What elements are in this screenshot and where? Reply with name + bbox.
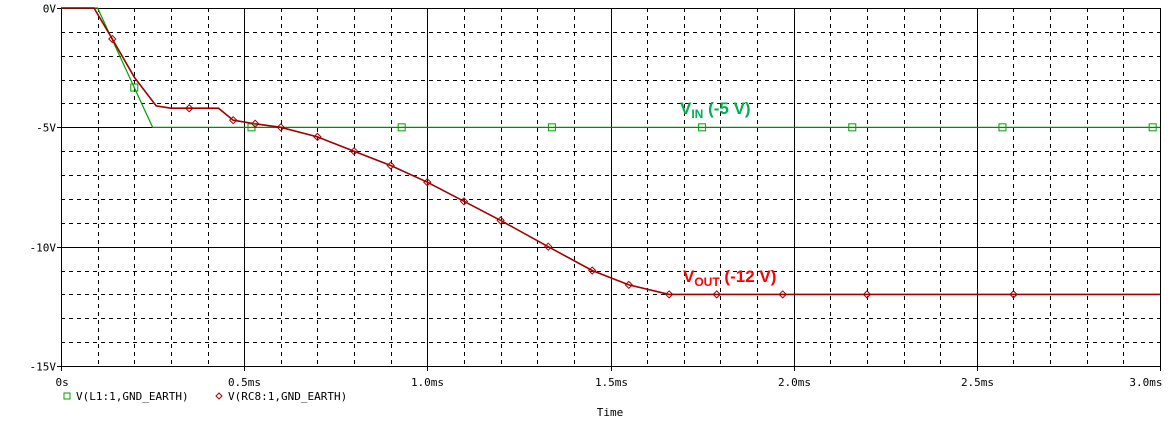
- diamond-marker: [423, 178, 432, 187]
- series-lines: [61, 7, 1160, 296]
- square-marker: [848, 123, 857, 132]
- legend-square-icon: [63, 392, 71, 400]
- x-tick-label: 3.0ms: [1129, 376, 1162, 389]
- axes: 0V -5V -10V -15V 0s 0.5ms 1.0ms 1.5ms 2.0ms 2.5ms…: [30, 3, 1163, 390]
- diamond-marker: [276, 123, 286, 132]
- y-tick-label: -15V: [30, 361, 57, 374]
- x-tick-label: 1.0ms: [411, 376, 444, 389]
- diamond-marker: [624, 280, 634, 290]
- legend: V(L1:1,GND_EARTH) V(RC8:1,GND_EARTH): [63, 390, 347, 403]
- x-tick-label: 0s: [56, 376, 69, 389]
- diamond-marker: [386, 161, 395, 170]
- grid: [61, 8, 1160, 366]
- diamond-marker: [250, 119, 260, 128]
- diamond-marker: [1009, 290, 1018, 299]
- diamond-marker: [349, 146, 359, 156]
- legend-label-2: V(RC8:1,GND_EARTH): [228, 390, 347, 403]
- legend-label-1: V(L1:1,GND_EARTH): [76, 390, 189, 403]
- square-marker: [698, 123, 707, 132]
- diamond-marker: [712, 290, 721, 299]
- legend-diamond-icon: [215, 392, 223, 400]
- square-marker: [998, 123, 1007, 132]
- diamond-marker: [313, 132, 322, 142]
- square-marker: [397, 123, 406, 132]
- diamond-marker: [587, 266, 597, 275]
- y-tick-label: -10V: [30, 242, 57, 255]
- square-marker: [1148, 123, 1157, 132]
- series-markers: [108, 34, 1157, 299]
- diamond-marker: [862, 290, 872, 299]
- annotation-vout: VOUT (-12 V): [683, 267, 776, 289]
- series-line-1: [61, 7, 1160, 128]
- diamond-marker: [778, 290, 787, 299]
- annotation-vin: VIN (-5 V): [680, 99, 751, 121]
- x-tick-label: 0.5ms: [228, 376, 261, 389]
- diamond-marker: [228, 115, 238, 125]
- x-tick-label: 2.5ms: [961, 376, 994, 389]
- diamond-marker: [459, 197, 469, 206]
- series-line-2: [61, 7, 1160, 296]
- x-axis-label: Time: [597, 406, 624, 419]
- x-tick-label: 2.0ms: [778, 376, 811, 389]
- x-tick-label: 1.5ms: [595, 376, 628, 389]
- diamond-marker: [544, 242, 553, 251]
- diamond-marker: [185, 104, 194, 113]
- diamond-marker: [664, 290, 674, 299]
- y-tick-label: 0V: [43, 3, 57, 16]
- diamond-marker: [108, 34, 117, 44]
- square-marker: [130, 83, 139, 92]
- square-marker: [547, 123, 556, 132]
- diamond-marker: [496, 216, 505, 225]
- y-tick-label: -5V: [36, 122, 56, 135]
